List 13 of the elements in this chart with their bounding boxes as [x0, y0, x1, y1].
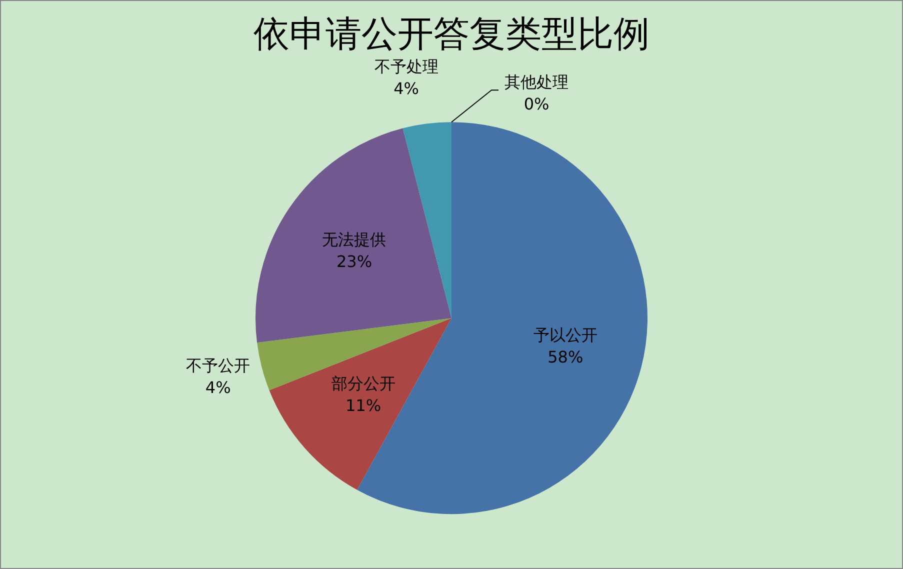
text: 0% — [524, 94, 550, 114]
chart-title: 依申请公开答复类型比例 — [254, 14, 650, 55]
category-label: 其他处理 — [504, 72, 568, 92]
slice-label: 无法提供 — [322, 230, 386, 250]
slice-label: 予以公开 — [533, 326, 598, 344]
data-label: 4% — [205, 378, 231, 398]
data-label: 11% — [346, 396, 382, 416]
data-label: 4% — [394, 79, 419, 98]
data-label: 23% — [336, 252, 372, 272]
slice-label: 部分公开 — [331, 374, 396, 394]
slice-label: 不予处理 — [374, 57, 438, 76]
data-label: 58% — [548, 348, 584, 366]
slice-label: 不予公开 — [186, 356, 250, 376]
